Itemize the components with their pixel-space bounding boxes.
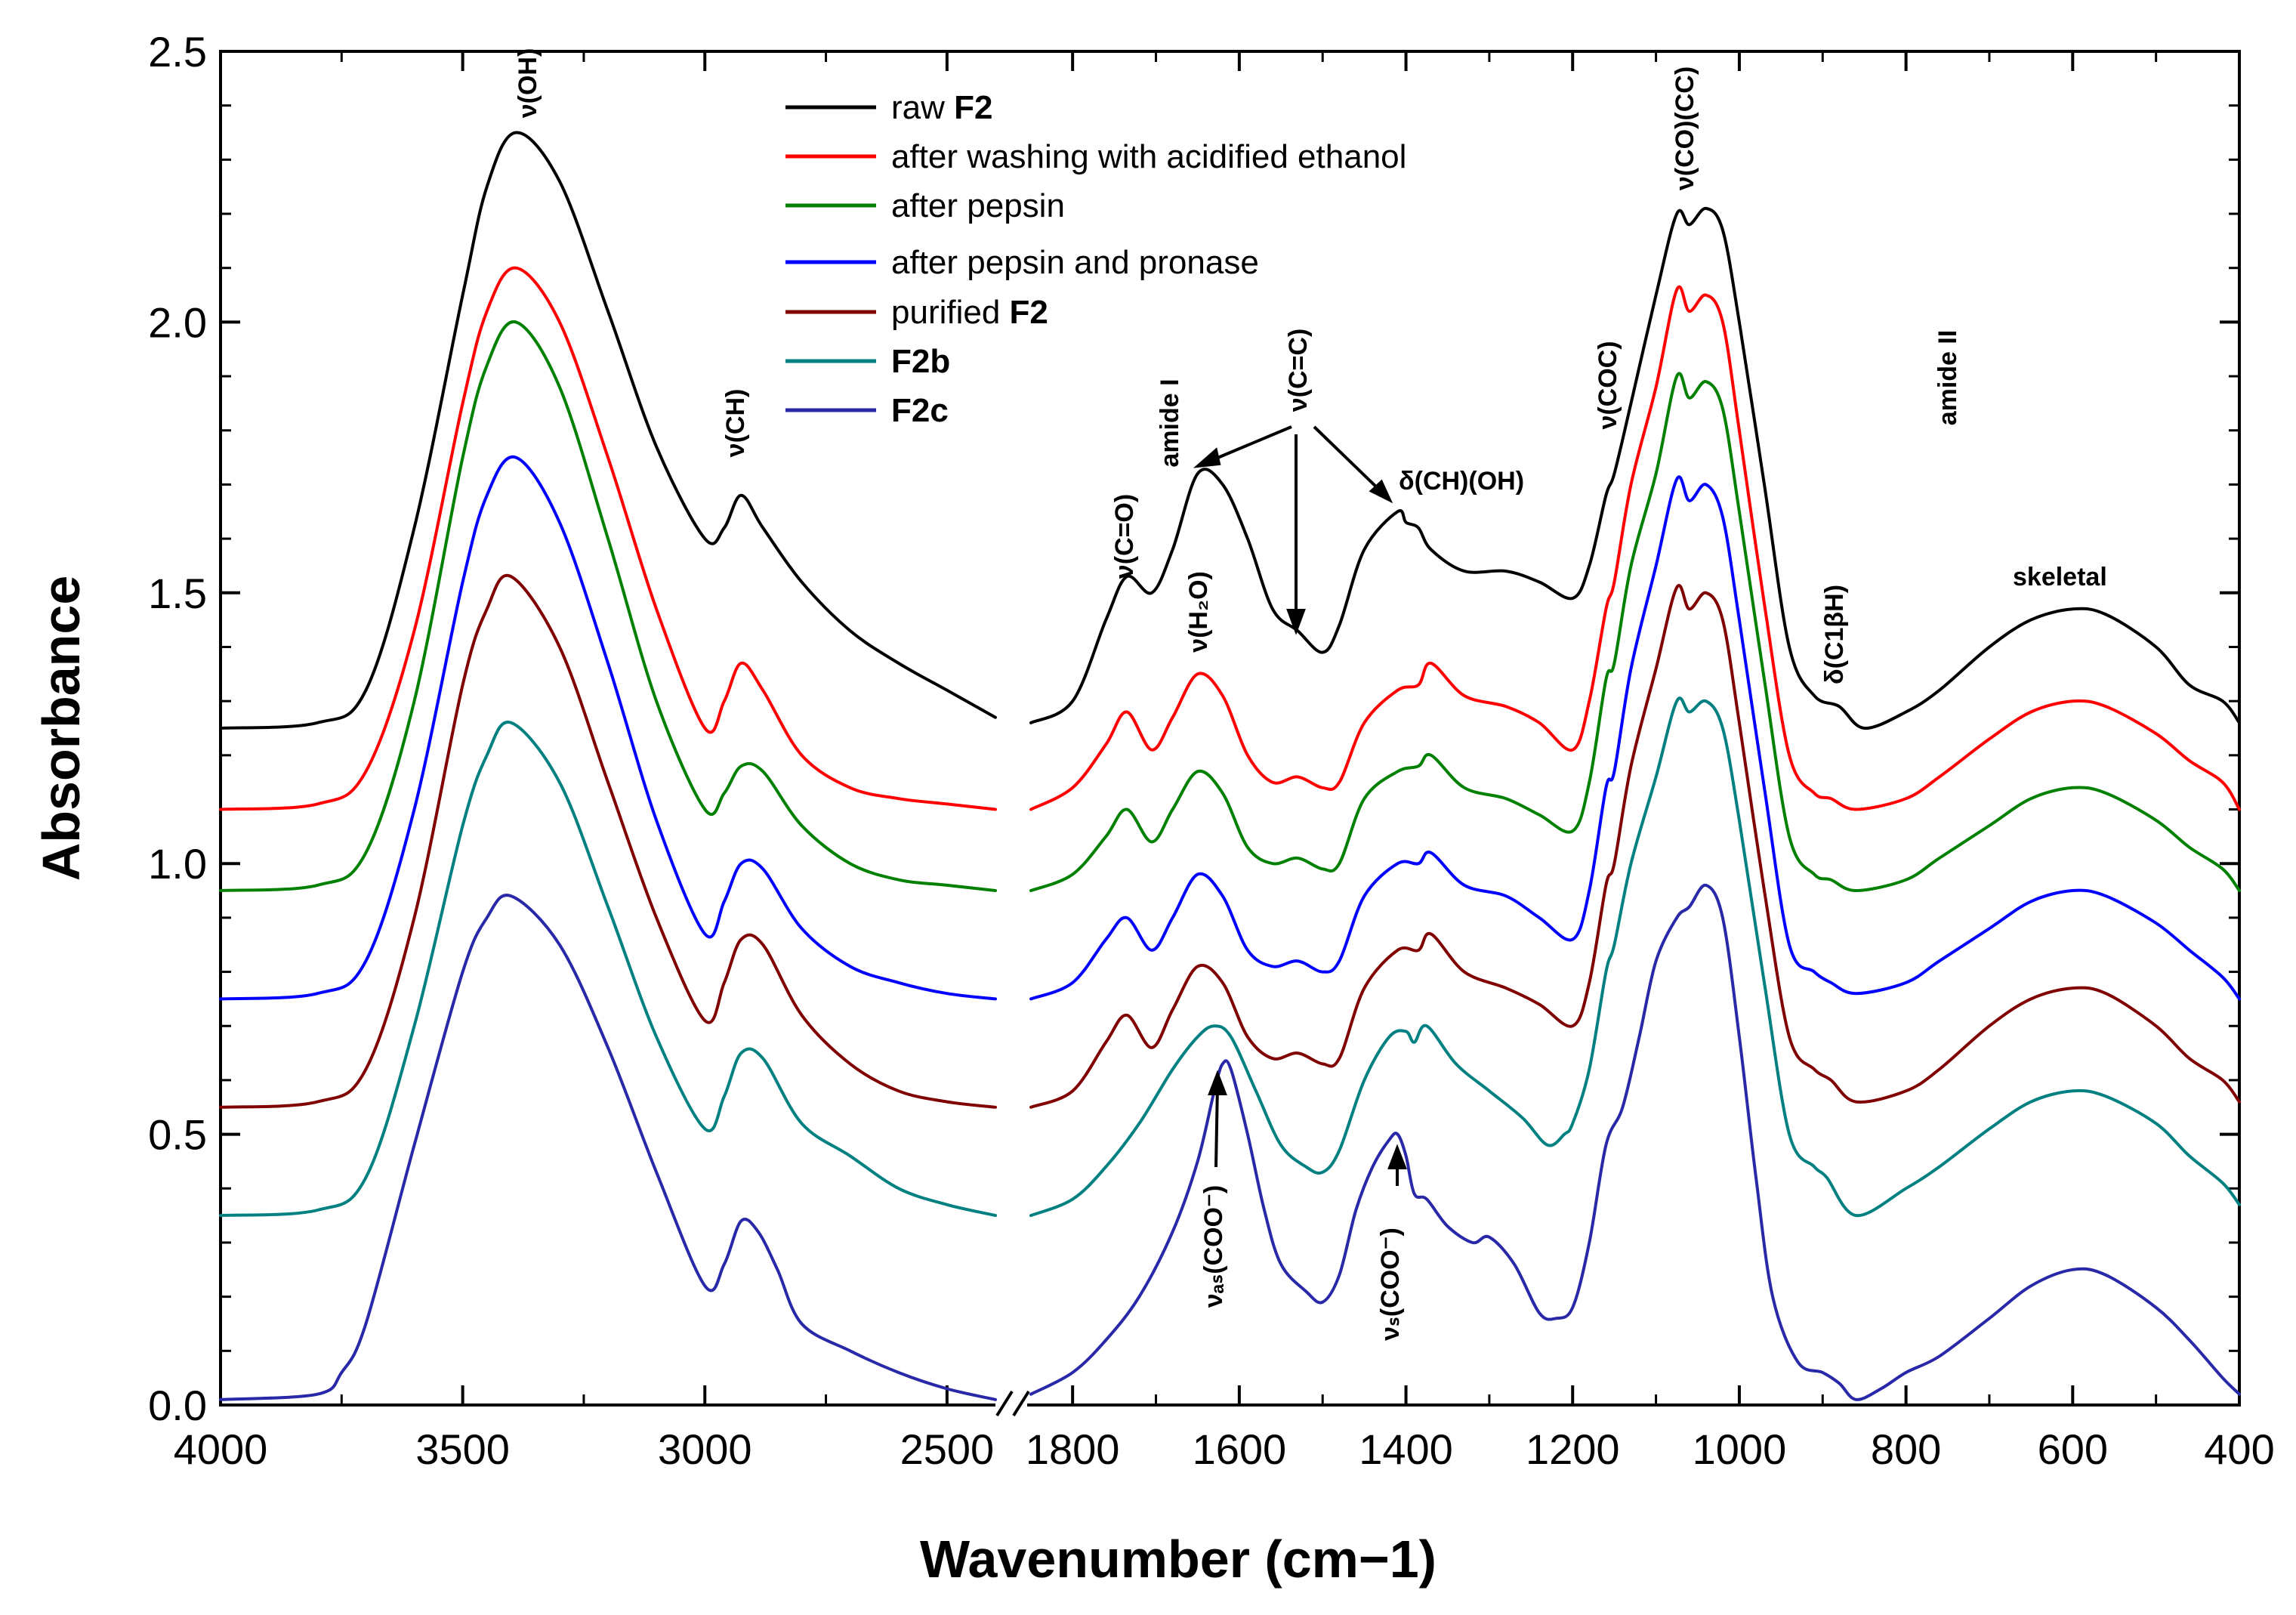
series-5-line-left xyxy=(219,573,997,1109)
series-3-line-left xyxy=(219,320,997,892)
annotation-v-as-coo: νₐₛ(COO⁻) xyxy=(1199,1185,1228,1308)
series-7-line-left xyxy=(219,894,997,1401)
y-tick-label: 0.0 xyxy=(148,1382,207,1429)
axis-break-mark-right xyxy=(1012,1390,1030,1417)
series-2-line-right xyxy=(1029,285,2241,811)
x-tick-label: 1600 xyxy=(1193,1425,1287,1473)
annotation-v-co-cc: ν(CO)(CC) xyxy=(1671,66,1699,190)
x-tick-label: 400 xyxy=(2204,1425,2274,1473)
y-axis-title: Absorbance xyxy=(32,576,91,882)
x-tick-label: 4000 xyxy=(174,1425,268,1473)
annotation-arrows xyxy=(1193,425,1407,1186)
series-4-line-left xyxy=(219,455,997,1001)
x-tick-label: 1400 xyxy=(1359,1425,1453,1473)
y-tick-label: 2.5 xyxy=(148,28,207,76)
series-7-line-right xyxy=(1029,883,2241,1401)
legend-label: after pepsin xyxy=(891,187,1065,224)
legend: raw F2 after washing with acidified etha… xyxy=(785,89,1406,429)
series-5-line-right xyxy=(1029,584,2241,1109)
annotation-v-h2o: ν(H₂O) xyxy=(1184,571,1213,653)
annotation-v-c-o: ν(C=O) xyxy=(1110,494,1139,579)
series-2-line-left xyxy=(219,266,997,811)
series-6-line-left xyxy=(219,720,997,1218)
legend-label: F2c xyxy=(891,392,949,429)
axis-break-mark-left xyxy=(995,1390,1014,1417)
legend-label: after pepsin and pronase xyxy=(891,244,1259,281)
annotation-v-coc: ν(COC) xyxy=(1594,341,1622,429)
series-6-line-right xyxy=(1029,696,2241,1218)
annotation-d-c1bh: δ(C1βH) xyxy=(1820,585,1849,684)
x-tick-label: 800 xyxy=(1871,1425,1941,1473)
y-tick-label: 0.5 xyxy=(148,1111,207,1159)
annotation-amide-2: amide II xyxy=(1933,330,1962,426)
annotation-amide-1: amide I xyxy=(1156,378,1184,467)
ticks-layer: 0.0 0.5 1.0 1.5 2.0 2.5 4000 3500 3000 2500 1800 16… xyxy=(148,28,2275,1473)
annotation-v-ch: ν(CH) xyxy=(721,389,750,458)
y-tick-label: 1.0 xyxy=(148,840,207,888)
legend-label: raw F2 xyxy=(891,89,992,126)
axis-break-gap xyxy=(995,1393,1027,1417)
x-tick-label: 1200 xyxy=(1526,1425,1620,1473)
legend-label: purified F2 xyxy=(891,294,1048,331)
annotation-v-oh: ν(OH) xyxy=(514,48,542,119)
x-tick-label: 3000 xyxy=(658,1425,752,1473)
x-tick-label: 1800 xyxy=(1026,1425,1120,1473)
series-layer xyxy=(219,131,2241,1401)
x-tick-label: 600 xyxy=(2038,1425,2108,1473)
annotation-skeletal: skeletal xyxy=(2013,563,2107,591)
annotation-v-s-coo: νₛ(COO⁻) xyxy=(1376,1227,1405,1341)
series-3-line-right xyxy=(1029,372,2241,892)
series-4-line-right xyxy=(1029,475,2241,1001)
annotation-d-ch-oh: δ(CH)(OH) xyxy=(1399,467,1524,496)
x-tick-label: 3500 xyxy=(415,1425,510,1473)
series-1-line-right xyxy=(1029,206,2241,730)
annotations: ν(OH) ν(CH) ν(CO)(CC) ν(COC) ν(C=O) amid… xyxy=(514,48,2107,1341)
x-tick-label: 1000 xyxy=(1693,1425,1787,1473)
series-1-line-left xyxy=(219,131,997,730)
x-axis-title: Wavenumber (cm−1) xyxy=(920,1530,1437,1589)
legend-label: F2b xyxy=(891,343,950,380)
y-tick-label: 1.5 xyxy=(148,570,207,617)
y-tick-label: 2.0 xyxy=(148,298,207,346)
legend-label: after washing with acidified ethanol xyxy=(891,138,1406,175)
annotation-v-c-c: ν(C=C) xyxy=(1284,329,1313,412)
x-tick-label: 2500 xyxy=(900,1425,995,1473)
